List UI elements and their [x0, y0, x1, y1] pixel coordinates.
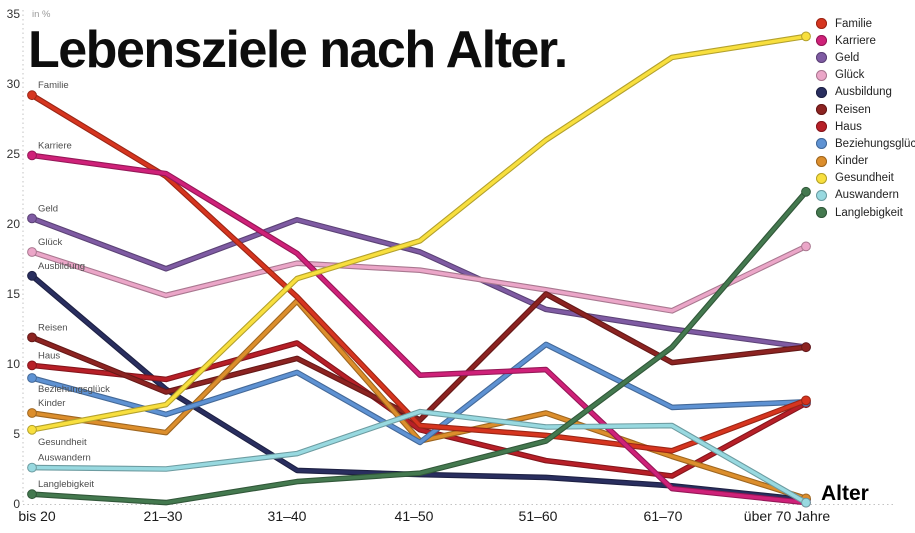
x-category-label: 41–50 [395, 508, 434, 524]
series-start-label-kinder: Kinder [38, 398, 65, 409]
legend-label: Haus [835, 120, 862, 133]
series-endpoint-dot-gluck [27, 247, 37, 257]
x-category-label: 31–40 [268, 508, 307, 524]
y-axis-unit-label: in % [32, 9, 51, 20]
legend-item-langlebigkeit: Langlebigkeit [816, 204, 915, 221]
y-tick-label: 0 [13, 497, 20, 511]
y-tick-label: 10 [7, 357, 21, 371]
series-start-label-reisen: Reisen [38, 322, 68, 333]
legend-color-dot-familie [816, 18, 827, 30]
series-endpoint-dot-auswandern [801, 497, 811, 508]
series-line-edge-familie [29, 92, 809, 454]
series-endpoint-dot-haus [27, 360, 37, 371]
legend-label: Ausbildung [835, 86, 892, 99]
legend-item-geld: Geld [816, 49, 915, 66]
legend-color-dot-beziehungsgluck [816, 138, 827, 150]
legend-color-dot-karriere [816, 35, 827, 47]
series-line-haus [30, 341, 808, 478]
legend-item-gluck: Glück [816, 67, 915, 84]
y-tick-label: 20 [7, 217, 21, 231]
legend: Familie Karriere Geld Glück Ausbildung Reisen… [816, 15, 915, 221]
series-endpoint-dot-gesundheit [27, 424, 37, 435]
y-tick-label: 5 [13, 427, 20, 441]
series-line-auswandern [30, 409, 808, 505]
y-tick-label: 25 [7, 147, 21, 161]
legend-item-auswandern: Auswandern [816, 187, 915, 204]
series-start-label-familie: Familie [38, 80, 69, 91]
series-endpoint-dot-familie [801, 395, 811, 406]
series-start-label-ausbildung: Ausbildung [38, 261, 85, 272]
legend-label: Kinder [835, 155, 869, 168]
series-start-label-haus: Haus [38, 350, 60, 361]
legend-label: Geld [835, 51, 860, 64]
legend-item-beziehungsgluck: Beziehungsglück [816, 135, 915, 152]
legend-label: Karriere [835, 34, 876, 47]
series-start-label-beziehungsgluck: Beziehungsglück [38, 384, 110, 395]
series-line-gesundheit [30, 34, 808, 432]
legend-color-dot-geld [816, 52, 827, 64]
legend-label: Glück [835, 69, 865, 82]
y-tick-label: 35 [7, 7, 21, 21]
series-endpoint-dot-karriere [27, 150, 37, 161]
chart-title: Lebensziele nach Alter. [28, 21, 568, 79]
legend-item-reisen: Reisen [816, 101, 915, 118]
series-line-gluck [30, 244, 808, 313]
series-line-edge-reisen [29, 291, 809, 423]
series-endpoint-dot-reisen [27, 332, 37, 343]
legend-color-dot-gesundheit [816, 172, 827, 184]
series-endpoint-dot-familie [27, 90, 37, 101]
series-line-familie [30, 93, 808, 453]
series-start-label-geld: Geld [38, 203, 58, 214]
series-start-label-karriere: Karriere [38, 140, 72, 151]
x-category-label: bis 20 [18, 508, 56, 524]
series-start-label-auswandern: Auswandern [38, 453, 91, 464]
series-endpoint-dot-gesundheit [801, 31, 811, 42]
series-endpoint-dot-reisen [801, 342, 811, 353]
legend-label: Gesundheit [835, 172, 894, 185]
legend-color-dot-ausbildung [816, 86, 827, 98]
series-start-label-gluck: Glück [38, 237, 63, 248]
legend-label: Langlebigkeit [835, 206, 903, 219]
x-category-label: 51–60 [519, 508, 558, 524]
legend-color-dot-haus [816, 121, 827, 133]
series-endpoint-dot-geld [27, 213, 37, 224]
series-endpoint-dot-beziehungsgluck [27, 373, 37, 383]
legend-item-familie: Familie [816, 15, 915, 32]
y-tick-label: 30 [7, 77, 21, 91]
series-endpoint-dot-gluck [801, 241, 811, 252]
y-tick-label: 15 [7, 287, 21, 301]
legend-item-gesundheit: Gesundheit [816, 170, 915, 187]
series-endpoint-dot-ausbildung [27, 270, 37, 281]
series-line-beziehungsgluck [30, 342, 808, 445]
legend-label: Reisen [835, 103, 871, 116]
legend-item-haus: Haus [816, 118, 915, 135]
x-category-label: 61–70 [644, 508, 683, 524]
series-endpoint-dot-auswandern [27, 462, 37, 473]
legend-label: Auswandern [835, 189, 899, 202]
x-category-label: über 70 Jahre [744, 508, 831, 524]
series-endpoint-dot-langlebigkeit [801, 186, 811, 197]
legend-color-dot-reisen [816, 104, 827, 116]
series-line-karriere [30, 153, 808, 505]
legend-item-ausbildung: Ausbildung [816, 84, 915, 101]
legend-color-dot-kinder [816, 155, 827, 167]
legend-color-dot-gluck [816, 69, 827, 81]
series-start-label-langlebigkeit: Langlebigkeit [38, 479, 94, 490]
legend-item-karriere: Karriere [816, 32, 915, 49]
series-line-langlebigkeit [30, 190, 808, 505]
legend-color-dot-auswandern [816, 189, 827, 201]
legend-color-dot-langlebigkeit [816, 207, 827, 219]
x-category-label: 21–30 [144, 508, 183, 524]
series-endpoint-dot-kinder [27, 408, 37, 418]
series-line-reisen [30, 292, 808, 422]
legend-item-kinder: Kinder [816, 153, 915, 170]
legend-label: Familie [835, 17, 873, 30]
series-endpoint-dot-langlebigkeit [27, 489, 37, 500]
x-axis-title: Alter [821, 482, 869, 505]
series-start-label-gesundheit: Gesundheit [38, 437, 87, 448]
legend-label: Beziehungsglück [835, 137, 915, 150]
series-line-geld [30, 216, 808, 349]
